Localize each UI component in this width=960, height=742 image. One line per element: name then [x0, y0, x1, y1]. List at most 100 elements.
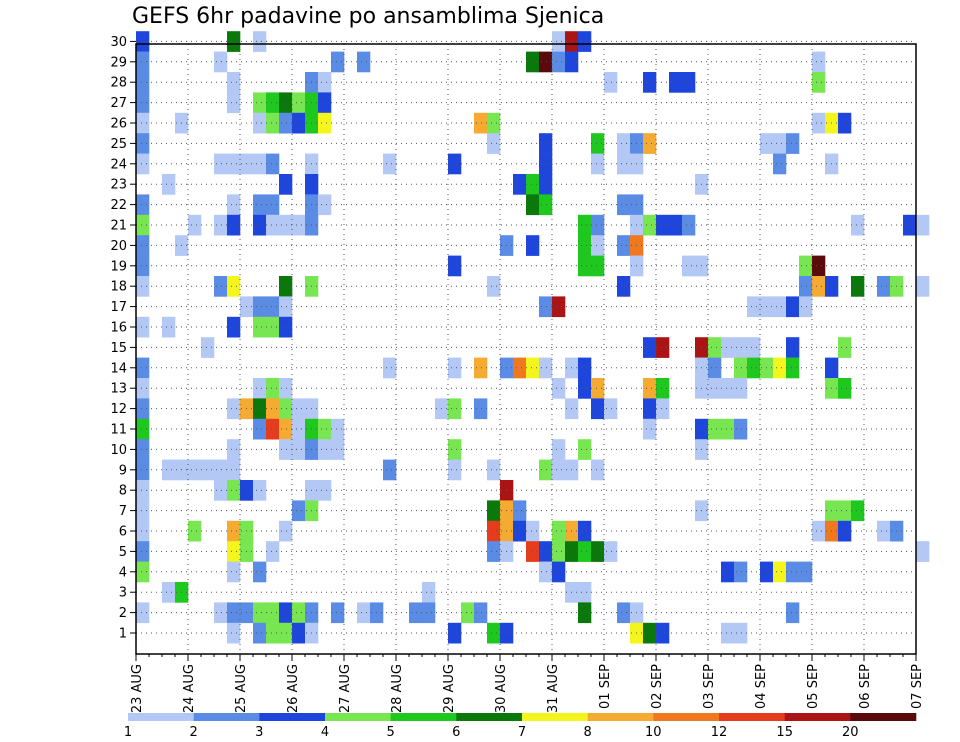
heatmap-cell	[162, 582, 176, 603]
x-tick-label: 24 AUG	[182, 664, 197, 713]
heatmap-cell	[591, 541, 605, 562]
heatmap-cell	[812, 51, 826, 73]
heatmap-cell	[253, 418, 267, 440]
heatmap-cell	[253, 214, 267, 236]
heatmap-cell	[877, 520, 891, 542]
heatmap-cell	[279, 112, 293, 134]
y-tick-label: 7	[119, 504, 127, 519]
y-tick-label: 13	[110, 382, 127, 397]
heatmap-cell	[578, 602, 592, 624]
heatmap-cell	[669, 72, 683, 93]
heatmap-cell	[357, 51, 371, 73]
heatmap-cell	[162, 459, 176, 481]
x-tick-label: 29 AUG	[442, 664, 457, 713]
heatmap-cell	[136, 398, 150, 420]
heatmap-cell	[214, 51, 228, 73]
heatmap-cell	[227, 541, 241, 562]
y-axis: 1234567891011121314151617181920212223242…	[110, 35, 136, 642]
heatmap-cell	[747, 296, 761, 318]
heatmap-cell	[266, 112, 280, 134]
heatmap-cell	[214, 153, 228, 175]
heatmap-cell	[552, 520, 566, 542]
heatmap-cell	[604, 72, 618, 93]
heatmap-cell	[136, 378, 150, 399]
heatmap-cell	[799, 276, 813, 297]
heatmap-cell	[526, 194, 540, 216]
x-tick-label: 23 AUG	[130, 664, 145, 713]
heatmap-cell	[656, 337, 670, 358]
heatmap-cell	[773, 357, 787, 379]
grid-lines	[136, 40, 916, 654]
heatmap-cell	[214, 214, 228, 236]
heatmap-cell	[214, 480, 228, 501]
heatmap-cell	[591, 459, 605, 481]
heatmap-cell	[474, 112, 488, 134]
heatmap-cell	[292, 214, 306, 236]
heatmap-cell	[656, 398, 670, 420]
heatmap-cell	[253, 153, 267, 175]
heatmap-cell	[643, 418, 657, 440]
heatmap-cell	[136, 153, 150, 175]
heatmap-cell	[448, 439, 462, 460]
y-tick-label: 21	[110, 219, 127, 234]
heatmap-cell	[591, 255, 605, 277]
heatmap-cell	[643, 214, 657, 236]
heatmap-cell	[136, 439, 150, 460]
heatmap-cell	[227, 92, 241, 114]
heatmap-cell	[656, 378, 670, 399]
heatmap-cell	[643, 337, 657, 358]
heatmap-cell	[838, 337, 852, 358]
colorbar-label: 8	[584, 725, 592, 740]
heatmap-cell	[552, 31, 566, 52]
heatmap-cell	[318, 92, 332, 114]
heatmap-cell	[253, 622, 267, 644]
x-tick-label: 05 SEP	[806, 664, 821, 709]
heatmap-cell	[292, 500, 306, 522]
y-tick-label: 19	[110, 259, 127, 274]
heatmap-cell	[799, 561, 813, 583]
y-tick-label: 4	[119, 565, 127, 580]
heatmap-cell	[773, 133, 787, 154]
colorbar-swatch	[193, 713, 260, 721]
heatmap-cell	[136, 92, 150, 114]
heatmap-cell	[253, 480, 267, 501]
heatmap-cell	[747, 337, 761, 358]
colorbar-swatch	[784, 713, 851, 721]
heatmap-cell	[838, 500, 852, 522]
heatmap-cell	[812, 72, 826, 93]
heatmap-cell	[266, 398, 280, 420]
heatmap-cell	[643, 378, 657, 399]
heatmap-cell	[136, 214, 150, 236]
heatmap-cell	[227, 31, 241, 52]
heatmap-cell	[552, 459, 566, 481]
heatmap-cell	[136, 133, 150, 154]
heatmap-cell	[136, 316, 150, 338]
heatmap-cell	[318, 72, 332, 93]
heatmap-cell	[279, 174, 293, 195]
heatmap-cell	[682, 214, 696, 236]
y-tick-label: 10	[110, 443, 127, 458]
heatmap-cell	[266, 214, 280, 236]
heatmap-cell	[227, 194, 241, 216]
colorbar-swatch	[719, 713, 785, 721]
colorbar-swatch	[259, 713, 326, 721]
y-tick-label: 28	[110, 76, 127, 91]
heatmap-cell	[552, 378, 566, 399]
colorbar-label: 5	[387, 725, 395, 740]
heatmap-cell	[539, 194, 553, 216]
heatmap-cell	[578, 439, 592, 460]
heatmap-cell	[422, 602, 436, 624]
heatmap-cell	[851, 500, 865, 522]
heatmap-cell	[253, 398, 267, 420]
heatmap-cell	[279, 418, 293, 440]
heatmap-cell	[643, 398, 657, 420]
heatmap-cell	[487, 622, 501, 644]
heatmap-cell	[539, 133, 553, 154]
heatmap-cell	[318, 194, 332, 216]
heatmap-cell	[617, 276, 631, 297]
heatmap-cell	[578, 378, 592, 399]
heatmap-cell	[227, 520, 241, 542]
heatmap-cell	[747, 357, 761, 379]
heatmap-cell	[253, 194, 267, 216]
heatmap-cell	[513, 357, 527, 379]
